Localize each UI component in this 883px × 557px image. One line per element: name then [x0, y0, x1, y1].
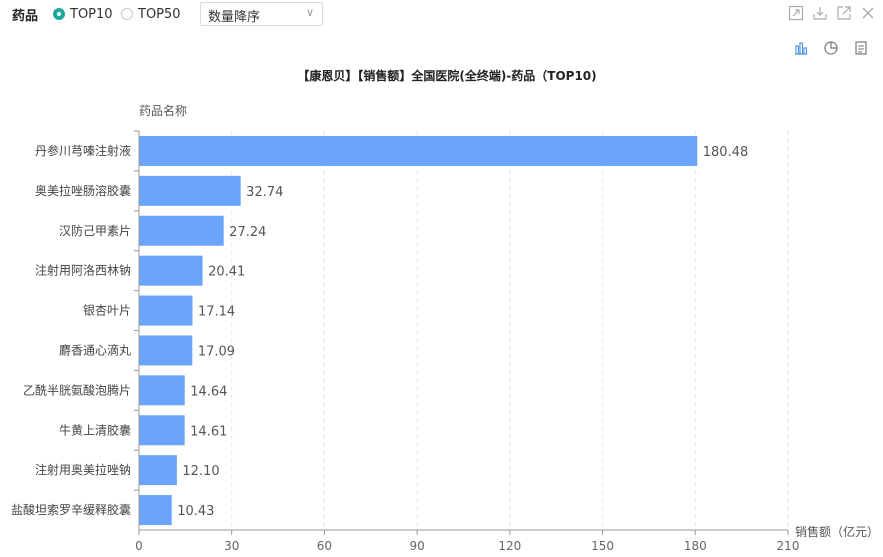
bar-value-label: 17.14	[198, 305, 235, 320]
y-tick-label: 奥美拉唑肠溶胶囊	[35, 183, 131, 198]
filter-label: 药品	[12, 9, 39, 24]
chart-title: 【康恩贝】【销售额】全国医院(全终端)-药品（TOP10)	[297, 68, 596, 83]
maximize-icon[interactable]	[787, 4, 805, 22]
y-tick-label: 牛黄上清胶囊	[59, 422, 131, 437]
bar-value-label: 12.10	[182, 464, 219, 479]
bar	[139, 135, 698, 166]
x-tick-label: 0	[135, 539, 143, 553]
pie-chart-icon[interactable]	[823, 40, 839, 56]
bar-value-label: 14.64	[190, 384, 227, 399]
grid	[231, 131, 789, 530]
radio-top50[interactable]: TOP50	[121, 5, 181, 23]
y-tick-label: 乙酰半胱氨酸泡腾片	[23, 382, 131, 397]
bar-value-label: 20.41	[208, 265, 245, 280]
bar-value-label: 27.24	[229, 225, 266, 240]
bar	[139, 455, 177, 486]
y-tick-label: 注射用奥美拉唑钠	[35, 462, 131, 477]
radio-top10[interactable]: TOP10	[53, 5, 113, 23]
x-tick-label: 180	[684, 539, 707, 553]
x-tick-label: 210	[777, 539, 800, 553]
table-icon[interactable]	[853, 40, 869, 56]
bar	[139, 335, 193, 366]
close-icon[interactable]	[859, 4, 877, 22]
y-axis-title: 药品名称	[139, 103, 187, 118]
y-tick-label: 麝香通心滴丸	[59, 342, 131, 357]
x-tick-label: 150	[591, 539, 614, 553]
y-tick-label: 汉防己甲素片	[59, 223, 131, 238]
bar-value-label: 10.43	[177, 504, 214, 519]
open-external-icon[interactable]	[835, 4, 853, 22]
bar-chart-icon[interactable]	[793, 40, 809, 56]
radio-label: TOP10	[70, 6, 113, 22]
x-tick-label: 60	[317, 539, 332, 553]
sort-select[interactable]: 数量降序 ∨	[200, 2, 323, 26]
x-tick-label: 90	[410, 539, 425, 553]
window-toolbar	[787, 4, 883, 22]
filter-bar: 药品 TOP10 TOP50 数量降序 ∨	[0, 0, 883, 30]
chart-type-toolbar	[793, 40, 883, 56]
y-tick-label: 盐酸坦索罗辛缓释胶囊	[11, 502, 131, 517]
bar	[139, 415, 185, 446]
axes: 0 30 60 90 120 150 180 210 丹参川芎嗪注射液奥美拉唑肠溶胶囊汉防己甲素…	[11, 130, 800, 553]
bar-value-label: 32.74	[246, 185, 283, 200]
radio-selected-icon	[53, 8, 65, 20]
x-tick-label: 120	[498, 539, 521, 553]
y-tick-label: 丹参川芎嗪注射液	[35, 143, 131, 158]
radio-label: TOP50	[138, 6, 181, 22]
bar	[139, 375, 185, 406]
bar-value-label: 17.09	[198, 344, 235, 359]
bar	[139, 215, 224, 246]
bar	[139, 175, 241, 206]
chevron-down-icon: ∨	[305, 6, 314, 19]
download-icon[interactable]	[811, 4, 829, 22]
sort-select-value: 数量降序	[208, 10, 261, 25]
y-tick-label: 注射用阿洛西林钠	[35, 263, 131, 278]
x-tick-label: 30	[224, 539, 239, 553]
bar	[139, 295, 193, 326]
x-axis-title: 销售额（亿元）	[795, 524, 879, 539]
radio-unselected-icon	[121, 8, 133, 20]
bar	[139, 495, 172, 526]
bar-value-label: 180.48	[703, 145, 749, 160]
bars: 180.48 32.74 27.24 20.41 17.14 17.09 14.64 14.6…	[139, 135, 749, 526]
y-tick-label: 银杏叶片	[83, 304, 131, 318]
bar-value-label: 14.61	[190, 424, 227, 439]
bar	[139, 255, 203, 286]
